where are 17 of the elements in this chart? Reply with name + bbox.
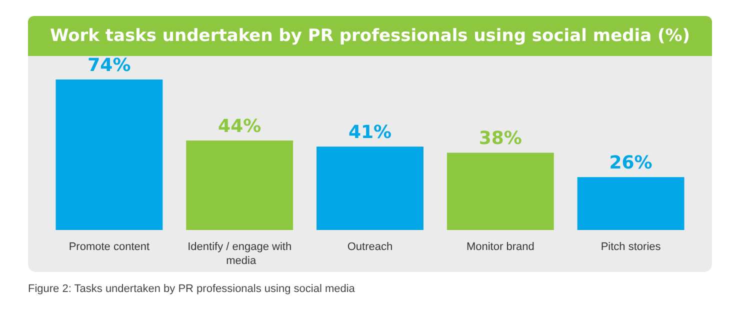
bar (446, 152, 554, 230)
data-label: 41% (348, 122, 392, 144)
x-tick-label: Pitch stories (600, 241, 662, 253)
data-label: 44% (218, 116, 262, 138)
data-label: 38% (478, 128, 522, 150)
data-label: 26% (609, 152, 652, 174)
chart-title: Work tasks undertaken by PR professionals using social media (%) (28, 16, 712, 56)
bar (186, 140, 294, 230)
x-tick-label: Outreach (347, 241, 393, 253)
x-tick-label: Monitor brand (466, 241, 534, 253)
bar (577, 177, 684, 230)
bar (56, 80, 163, 230)
x-tick-label: Promote content (68, 241, 150, 253)
data-label: 74% (88, 55, 131, 76)
bar (316, 146, 424, 230)
x-tick-label: Identify / engage with media (188, 241, 292, 267)
caption: Figure 2: Tasks undertaken by PR professionals using social media (28, 283, 355, 295)
